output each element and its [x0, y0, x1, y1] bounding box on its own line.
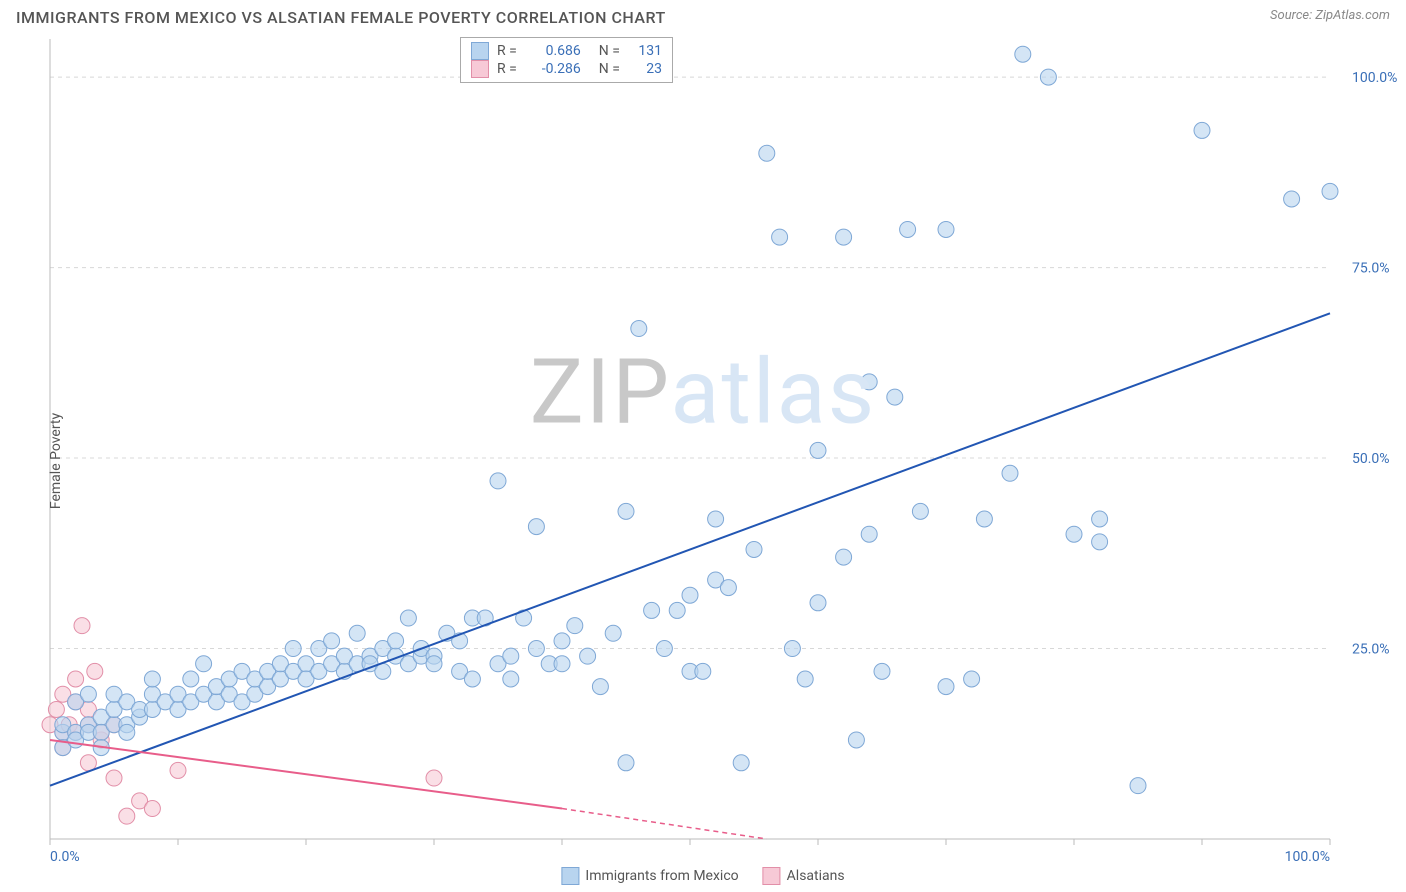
scatter-chart: 25.0% 50.0% 75.0% 100.0% 0.0% 100.0%	[0, 31, 1406, 871]
legend-swatch	[471, 60, 489, 78]
legend-swatch	[561, 867, 579, 885]
series-legend-item: Immigrants from Mexico	[561, 867, 738, 885]
n-label: N =	[599, 43, 620, 59]
svg-text:25.0%: 25.0%	[1352, 642, 1390, 658]
y-axis-label: Female Poverty	[48, 413, 64, 509]
svg-text:0.0%: 0.0%	[50, 849, 80, 865]
svg-text:75.0%: 75.0%	[1352, 261, 1390, 277]
svg-text:100.0%: 100.0%	[1352, 70, 1397, 86]
r-label: R =	[497, 61, 517, 77]
series-legend-label: Immigrants from Mexico	[585, 868, 738, 884]
n-label: N =	[599, 61, 620, 77]
stats-legend: R = 0.686 N = 131 R = -0.286 N = 23	[460, 37, 673, 83]
n-value: 23	[628, 61, 662, 77]
series-legend-label: Alsatians	[787, 868, 845, 884]
chart-container: Female Poverty ZIPatlas 25.0%50.0%75.0%1…	[0, 31, 1406, 891]
legend-swatch	[471, 42, 489, 60]
chart-title: IMMIGRANTS FROM MEXICO VS ALSATIAN FEMAL…	[16, 8, 666, 27]
r-value: -0.286	[525, 61, 581, 77]
series-legend-item: Alsatians	[763, 867, 845, 885]
series-legend: Immigrants from Mexico Alsatians	[561, 867, 844, 885]
svg-text:100.0%: 100.0%	[1285, 849, 1330, 865]
r-value: 0.686	[525, 43, 581, 59]
r-label: R =	[497, 43, 517, 59]
legend-swatch	[763, 867, 781, 885]
source-label: Source: ZipAtlas.com	[1270, 8, 1390, 23]
svg-text:50.0%: 50.0%	[1352, 451, 1390, 467]
stats-legend-row: R = 0.686 N = 131	[471, 42, 662, 60]
n-value: 131	[628, 43, 662, 59]
stats-legend-row: R = -0.286 N = 23	[471, 60, 662, 78]
